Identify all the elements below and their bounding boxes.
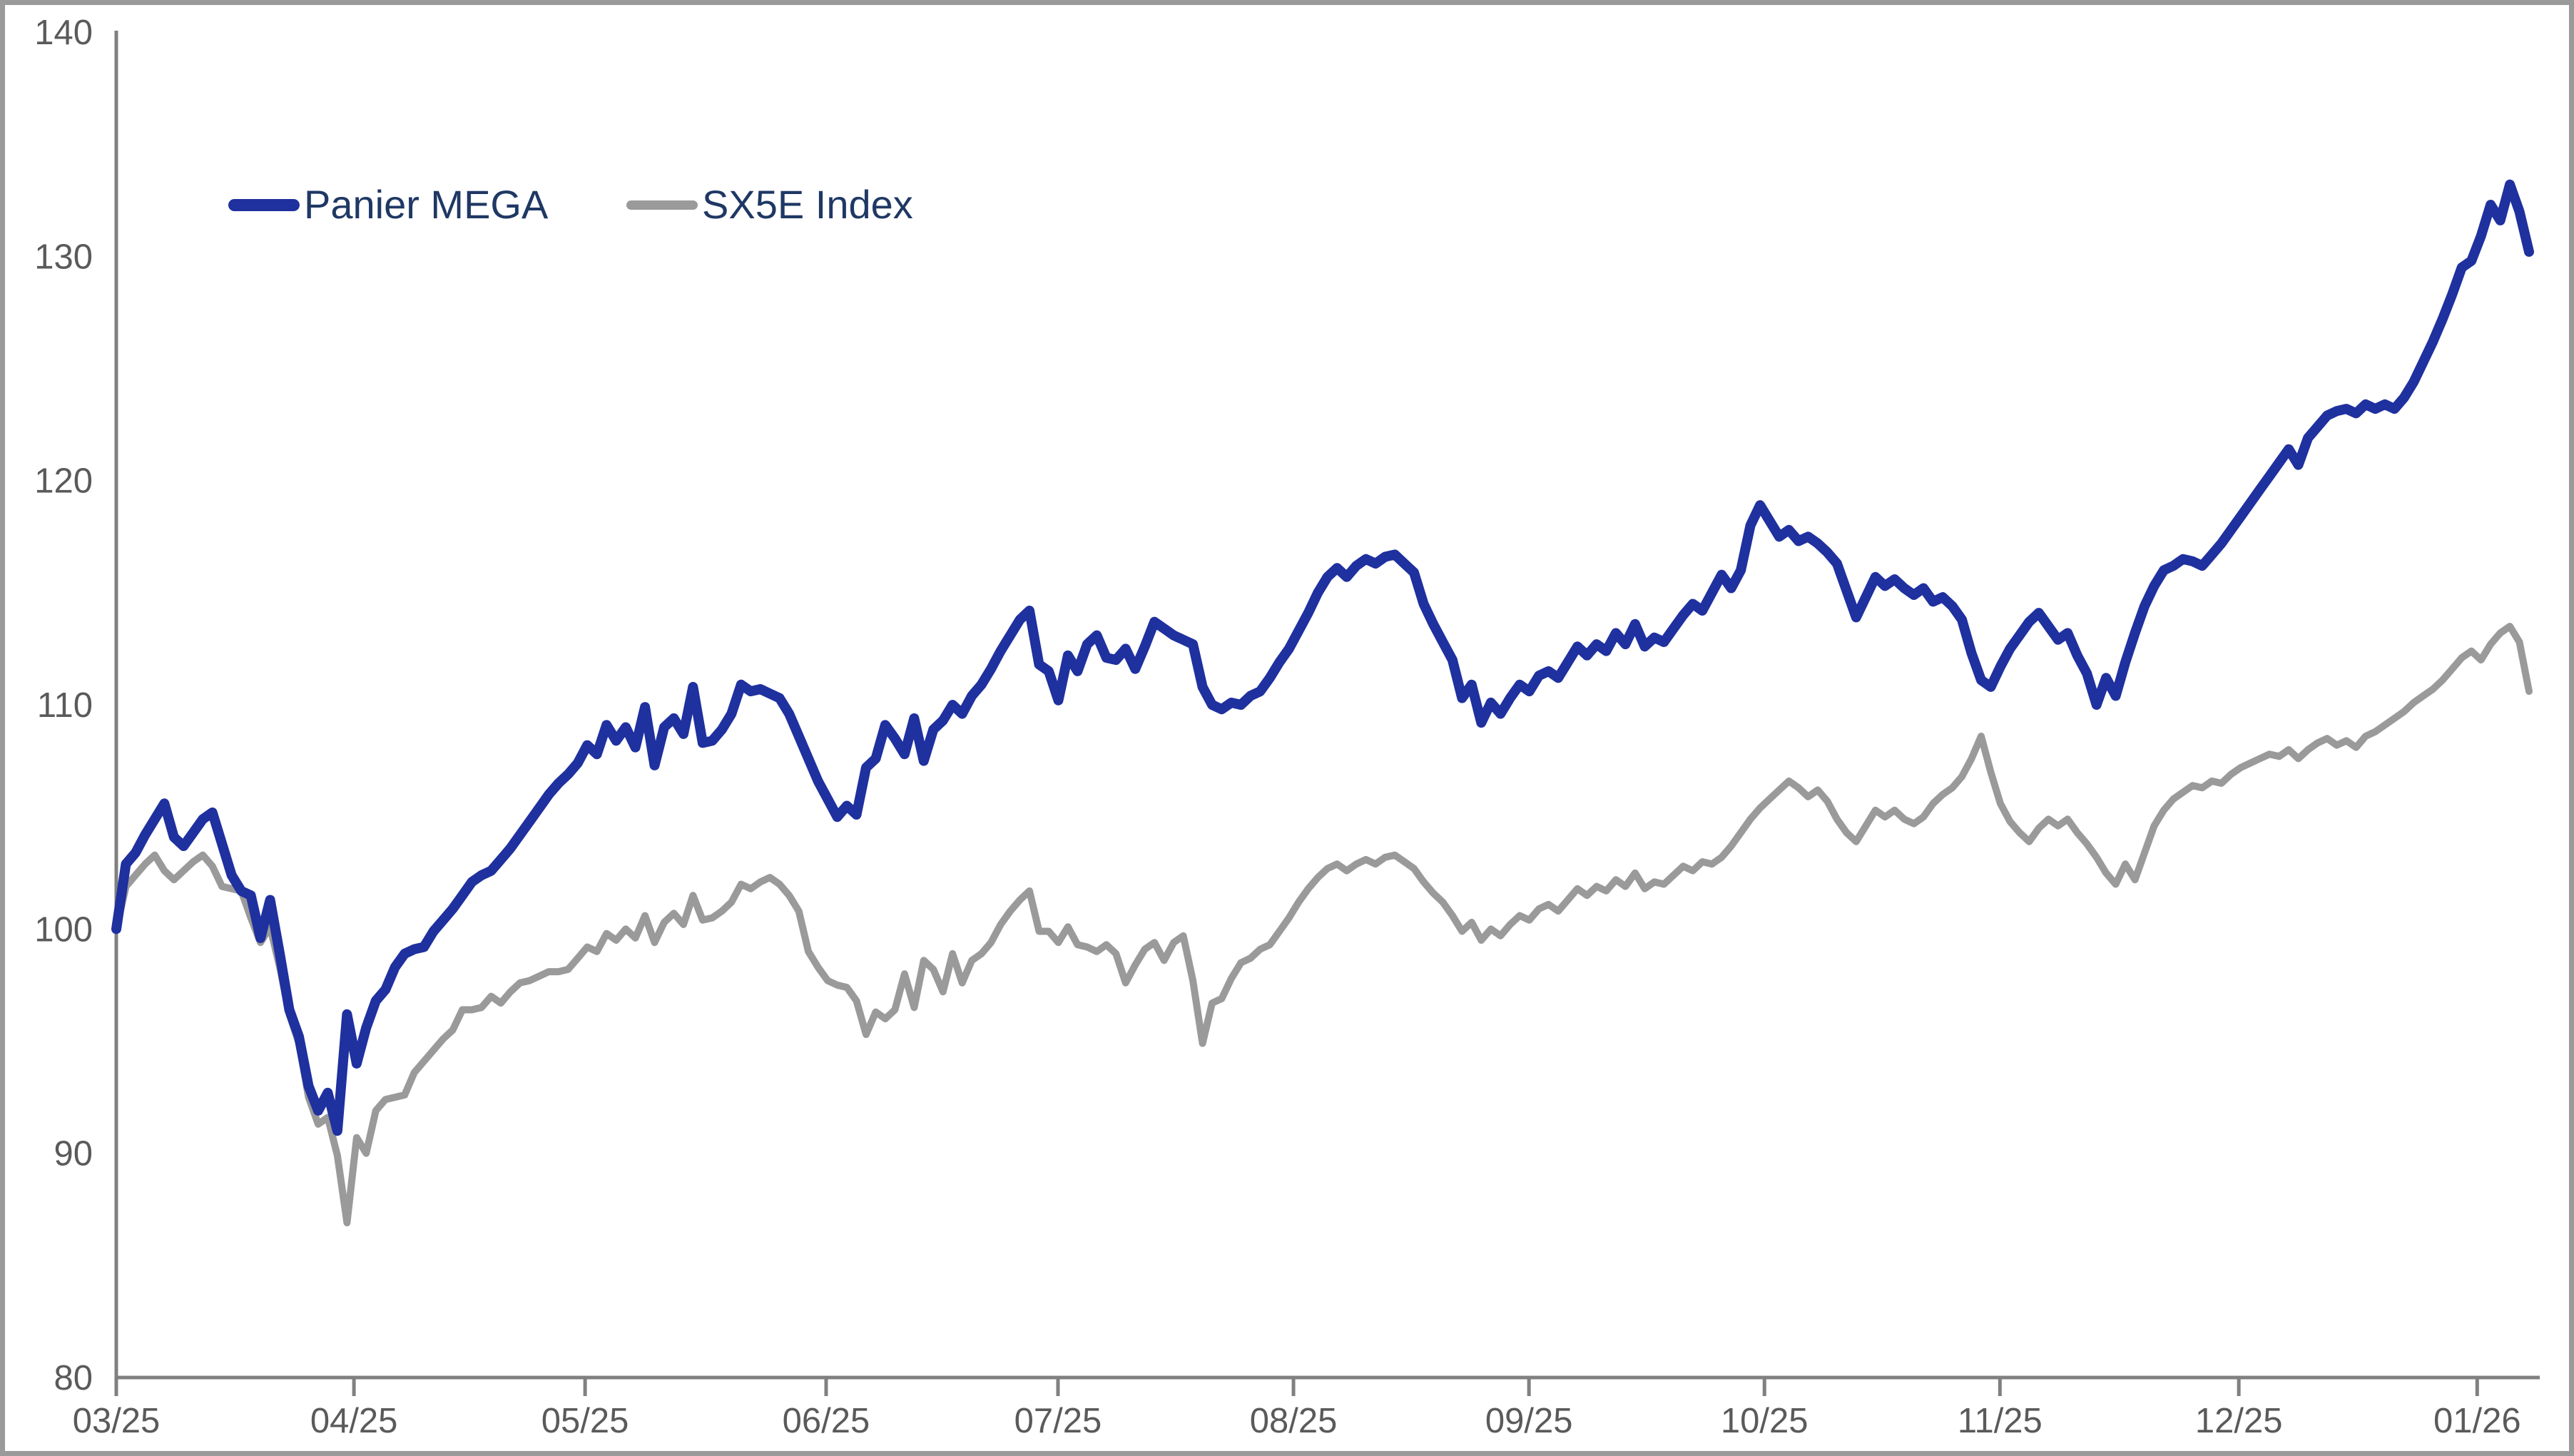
series-line-sx5e-index <box>113 623 2533 1227</box>
x-tick-label: 09/25 <box>1485 1402 1573 1440</box>
x-tick-label: 05/25 <box>541 1402 629 1440</box>
x-tick-label: 08/25 <box>1250 1402 1338 1440</box>
x-tick-label: 10/25 <box>1721 1402 1809 1440</box>
legend-swatch-sx5e-index <box>626 200 698 210</box>
y-tick-label: 110 <box>37 686 93 725</box>
chart-legend: Panier MEGA SX5E Index <box>0 180 2574 230</box>
x-tick-label: 07/25 <box>1014 1402 1102 1440</box>
y-tick-label: 120 <box>34 462 93 501</box>
y-tick-label: 80 <box>54 1359 93 1398</box>
legend-label-panier-mega: Panier MEGA <box>304 182 549 227</box>
x-tick-label: 03/25 <box>73 1402 161 1440</box>
y-tick-label: 90 <box>54 1135 93 1174</box>
y-tick-label: 140 <box>34 14 93 52</box>
y-tick-label: 100 <box>34 910 93 949</box>
series-line-panier-mega <box>111 179 2534 1136</box>
legend-label-sx5e-index: SX5E Index <box>702 182 913 227</box>
x-tick-label: 06/25 <box>783 1402 870 1440</box>
y-tick-label: 130 <box>34 238 93 276</box>
x-tick-label: 01/26 <box>2433 1402 2521 1440</box>
legend-item-sx5e-index: SX5E Index <box>626 180 913 230</box>
x-tick-label: 04/25 <box>310 1402 398 1440</box>
x-tick-label: 12/25 <box>2195 1402 2283 1440</box>
legend-swatch-panier-mega <box>228 198 300 211</box>
x-tick-label: 11/25 <box>1958 1402 2043 1440</box>
legend-item-panier-mega: Panier MEGA <box>228 180 548 230</box>
